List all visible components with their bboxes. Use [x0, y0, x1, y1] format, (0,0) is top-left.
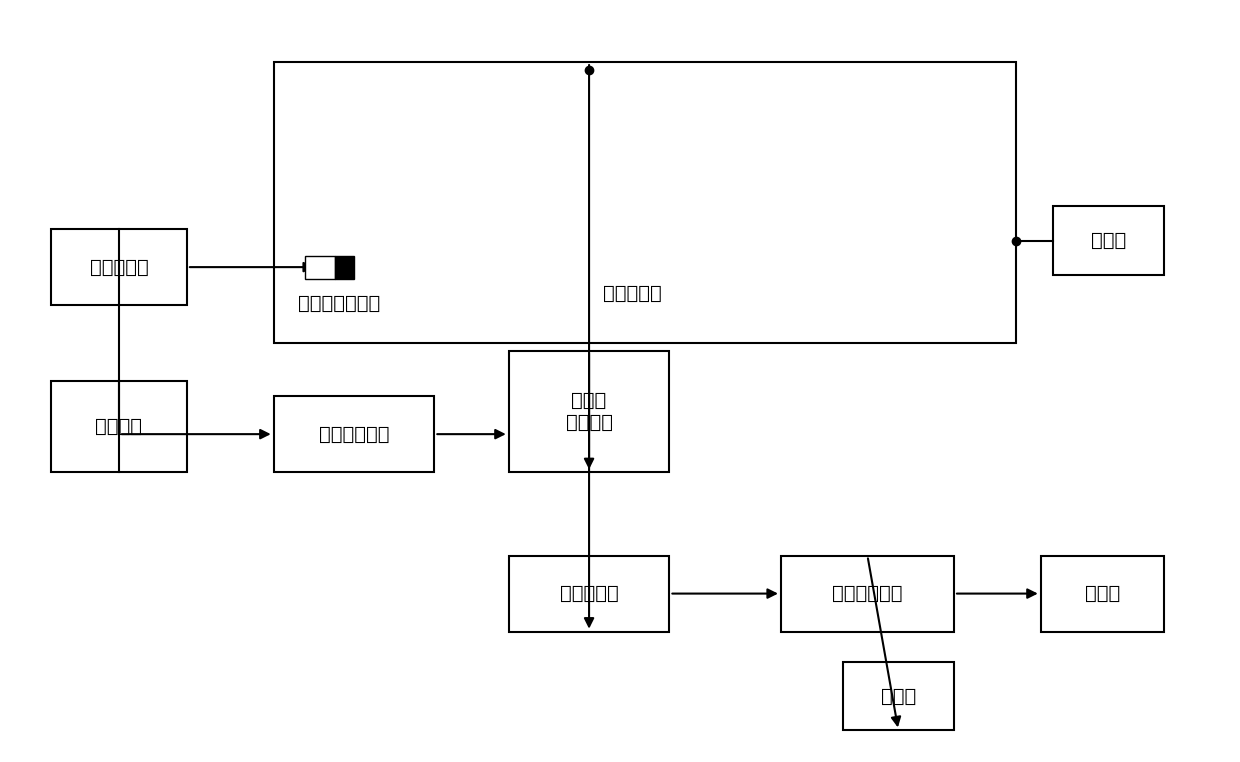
FancyBboxPatch shape	[508, 555, 670, 632]
FancyBboxPatch shape	[51, 229, 187, 305]
Bar	[336, 256, 353, 278]
Text: 压电传感器: 压电传感器	[603, 284, 662, 303]
Text: 上位机: 上位机	[880, 687, 916, 706]
Text: 激励器: 激励器	[1091, 231, 1126, 250]
Bar	[305, 256, 336, 278]
Text: 窄带光源: 窄带光源	[95, 417, 143, 436]
FancyBboxPatch shape	[1040, 555, 1164, 632]
Text: 数据采集模块: 数据采集模块	[832, 584, 903, 603]
Text: 前置放大器: 前置放大器	[559, 584, 619, 603]
FancyBboxPatch shape	[781, 555, 954, 632]
FancyBboxPatch shape	[274, 62, 1016, 343]
FancyBboxPatch shape	[51, 381, 187, 472]
Text: 光耦合模块: 光耦合模块	[89, 258, 149, 277]
Text: 二选一
模拟开关: 二选一 模拟开关	[565, 391, 613, 432]
Text: 光电转换模块: 光电转换模块	[319, 424, 389, 443]
Text: 显示屏: 显示屏	[1085, 584, 1120, 603]
FancyBboxPatch shape	[843, 662, 954, 730]
FancyBboxPatch shape	[274, 396, 434, 472]
FancyBboxPatch shape	[1053, 207, 1164, 275]
FancyBboxPatch shape	[508, 351, 670, 472]
Text: 光纤光栅传感器: 光纤光栅传感器	[299, 293, 381, 312]
